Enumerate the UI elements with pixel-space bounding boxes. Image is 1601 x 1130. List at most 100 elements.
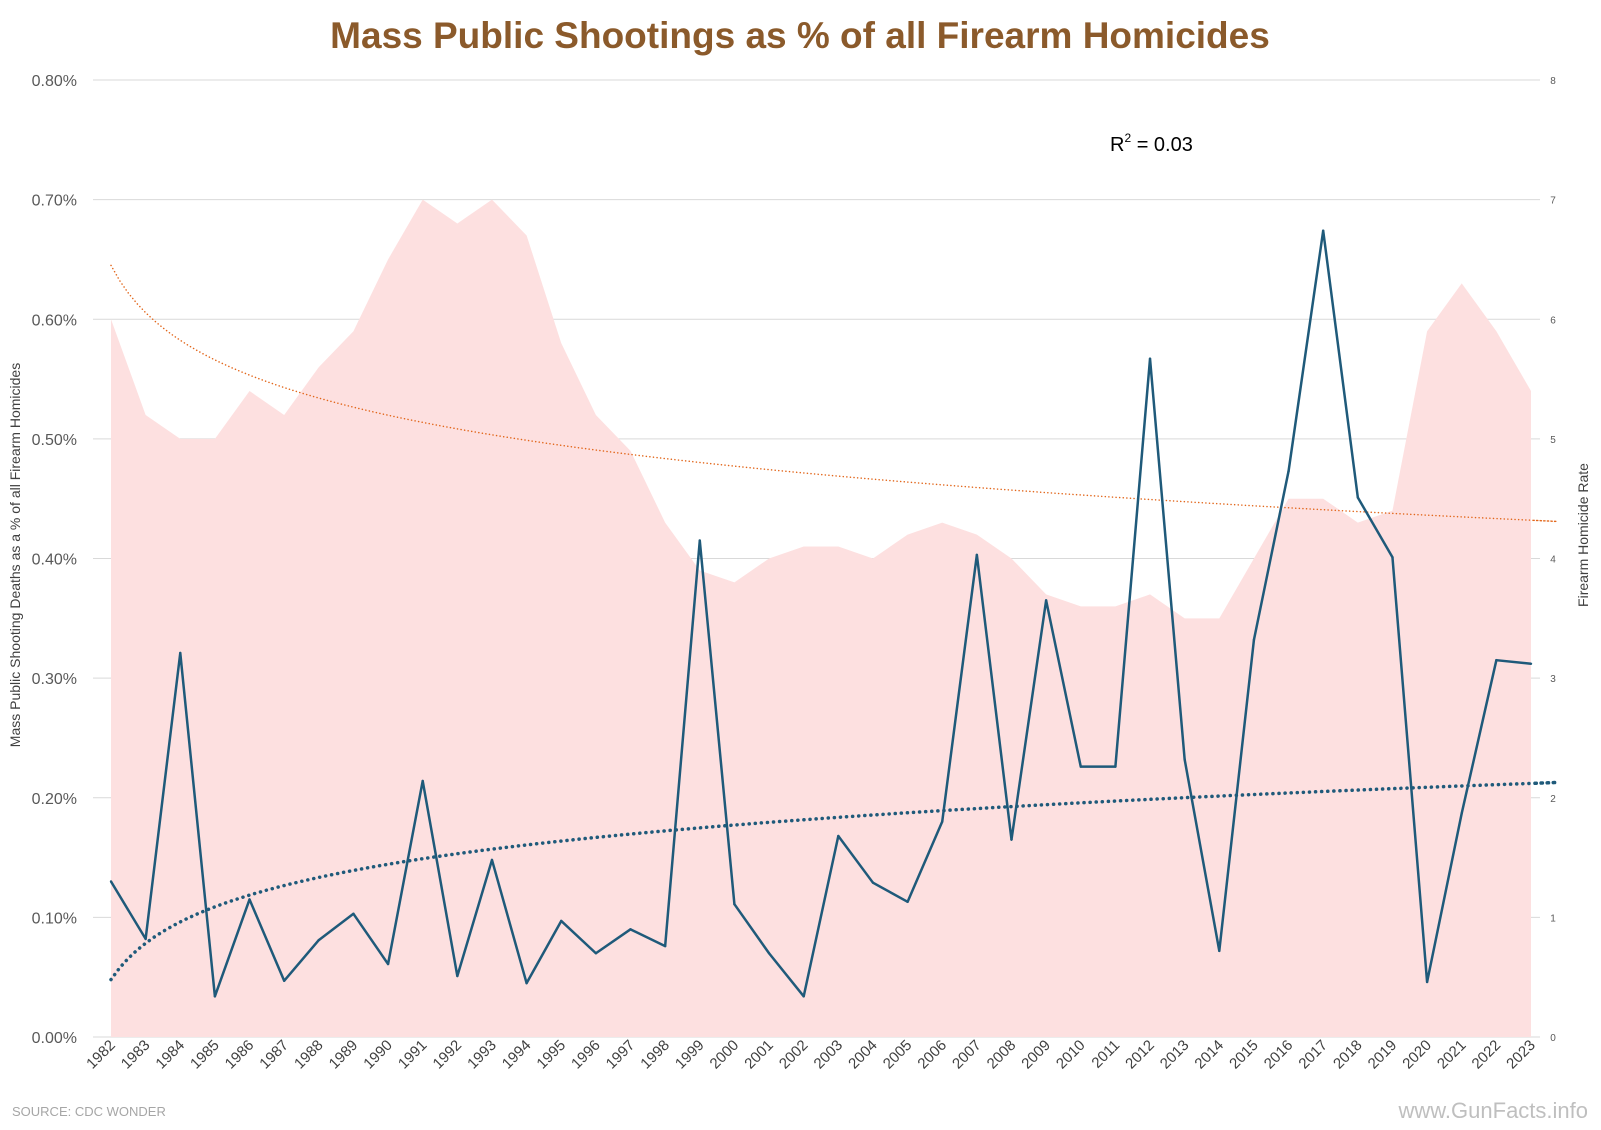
x-tick-label: 2001 bbox=[741, 1037, 777, 1073]
chart-title: Mass Public Shootings as % of all Firear… bbox=[330, 15, 1270, 56]
x-tick-label: 2003 bbox=[811, 1037, 847, 1073]
homicide-rate-area bbox=[111, 199, 1531, 1037]
left-tick-label: 0.10% bbox=[32, 910, 77, 927]
x-tick-label: 1982 bbox=[83, 1037, 119, 1073]
mass-shooting-line bbox=[109, 229, 1533, 998]
x-tick-label: 1996 bbox=[568, 1037, 604, 1073]
right-tick-label: 4 bbox=[1550, 555, 1556, 566]
left-tick-label: 0.40% bbox=[32, 552, 77, 569]
left-tick-label: 0.30% bbox=[32, 671, 77, 688]
x-tick-label: 1994 bbox=[499, 1037, 535, 1073]
data-point bbox=[490, 858, 494, 862]
trendlines bbox=[109, 264, 1558, 982]
data-point bbox=[352, 912, 355, 915]
x-tick-label: 1987 bbox=[256, 1037, 292, 1073]
data-point bbox=[802, 995, 805, 998]
mass-shooting-line-path bbox=[109, 229, 1532, 998]
mass-shooting-trendline bbox=[109, 780, 1558, 982]
x-tick-label: 2015 bbox=[1226, 1037, 1262, 1073]
data-point bbox=[941, 820, 944, 823]
left-tick-label: 0.60% bbox=[32, 312, 77, 329]
data-point bbox=[767, 952, 771, 955]
data-point bbox=[1321, 229, 1325, 232]
data-point bbox=[1183, 758, 1186, 761]
x-tick-label: 2018 bbox=[1330, 1037, 1366, 1073]
left-tick-label: 0.20% bbox=[32, 791, 77, 808]
data-point bbox=[837, 834, 840, 838]
x-tick-label: 1984 bbox=[152, 1037, 188, 1073]
data-point bbox=[906, 900, 909, 904]
x-tick-label: 2020 bbox=[1399, 1037, 1435, 1073]
data-point bbox=[1529, 662, 1533, 665]
data-point bbox=[282, 979, 286, 982]
data-point bbox=[1495, 658, 1498, 662]
x-tick-label: 2010 bbox=[1053, 1037, 1089, 1073]
data-point bbox=[1044, 599, 1048, 602]
right-tick-label: 6 bbox=[1550, 315, 1556, 326]
data-point bbox=[525, 981, 528, 985]
x-tick-label: 1999 bbox=[672, 1037, 708, 1073]
data-point bbox=[1391, 556, 1394, 559]
x-tick-label: 2019 bbox=[1365, 1037, 1401, 1073]
x-tick-label: 1989 bbox=[326, 1037, 362, 1073]
data-point bbox=[663, 944, 667, 948]
right-axis-title: Firearm Homicide Rate bbox=[1575, 463, 1591, 607]
x-tick-label: 2011 bbox=[1088, 1037, 1123, 1072]
x-tick-label: 2023 bbox=[1503, 1037, 1539, 1073]
data-point bbox=[1114, 765, 1117, 768]
left-tick-label: 0.70% bbox=[32, 193, 77, 210]
data-point bbox=[421, 779, 424, 783]
x-tick-label: 2016 bbox=[1261, 1037, 1297, 1073]
homicide-rate-area-shape bbox=[111, 199, 1531, 1037]
data-point bbox=[456, 974, 459, 978]
data-point bbox=[213, 995, 217, 998]
data-point bbox=[317, 938, 321, 942]
data-point bbox=[1287, 469, 1290, 473]
x-tick-label: 1983 bbox=[118, 1037, 154, 1073]
watermark: www.GunFacts.info bbox=[1397, 1098, 1588, 1123]
r-squared-superscript: 2 bbox=[1124, 131, 1131, 145]
right-tick-label: 3 bbox=[1550, 674, 1556, 685]
data-point bbox=[1425, 980, 1429, 984]
right-tick-label: 5 bbox=[1550, 435, 1556, 446]
data-point bbox=[594, 952, 598, 955]
data-point bbox=[733, 903, 736, 906]
r-squared-annotation: R2 = 0.03 bbox=[1110, 131, 1193, 156]
x-tick-label: 2014 bbox=[1192, 1037, 1228, 1073]
left-tick-label: 0.80% bbox=[32, 73, 77, 90]
data-point bbox=[109, 880, 113, 883]
data-point bbox=[1252, 638, 1256, 642]
x-tick-label: 2012 bbox=[1122, 1037, 1158, 1073]
x-tick-label: 2004 bbox=[845, 1037, 881, 1073]
r-squared-base: R bbox=[1110, 134, 1124, 156]
x-tick-label: 1985 bbox=[187, 1037, 223, 1073]
data-point bbox=[871, 881, 875, 884]
right-tick-label: 2 bbox=[1550, 794, 1556, 805]
x-tick-label: 1993 bbox=[464, 1037, 500, 1073]
x-tick-label: 2022 bbox=[1469, 1037, 1505, 1073]
x-tick-label: 1998 bbox=[637, 1037, 673, 1073]
left-tick-label: 0.00% bbox=[32, 1030, 77, 1047]
data-point bbox=[248, 898, 251, 901]
x-tick-label: 2013 bbox=[1157, 1037, 1193, 1073]
data-point bbox=[386, 962, 390, 966]
x-tick-label: 2017 bbox=[1295, 1037, 1331, 1073]
data-point bbox=[698, 539, 701, 542]
source-label: SOURCE: CDC WONDER bbox=[12, 1104, 166, 1119]
x-tick-label: 1986 bbox=[222, 1037, 258, 1073]
data-point bbox=[1460, 812, 1463, 815]
right-tick-label: 8 bbox=[1550, 76, 1556, 87]
right-tick-label: 1 bbox=[1550, 913, 1556, 924]
x-tick-label: 1992 bbox=[430, 1037, 466, 1073]
right-tick-label: 7 bbox=[1550, 196, 1556, 207]
x-tick-label: 2000 bbox=[707, 1037, 743, 1073]
r-squared-value: = 0.03 bbox=[1131, 134, 1193, 156]
data-point bbox=[629, 928, 632, 931]
data-point bbox=[1010, 838, 1013, 841]
x-tick-label: 2021 bbox=[1434, 1037, 1470, 1073]
data-point bbox=[144, 937, 147, 941]
x-tick-label: 2007 bbox=[949, 1037, 985, 1073]
data-point bbox=[179, 651, 182, 655]
x-tick-label: 2002 bbox=[776, 1037, 812, 1073]
